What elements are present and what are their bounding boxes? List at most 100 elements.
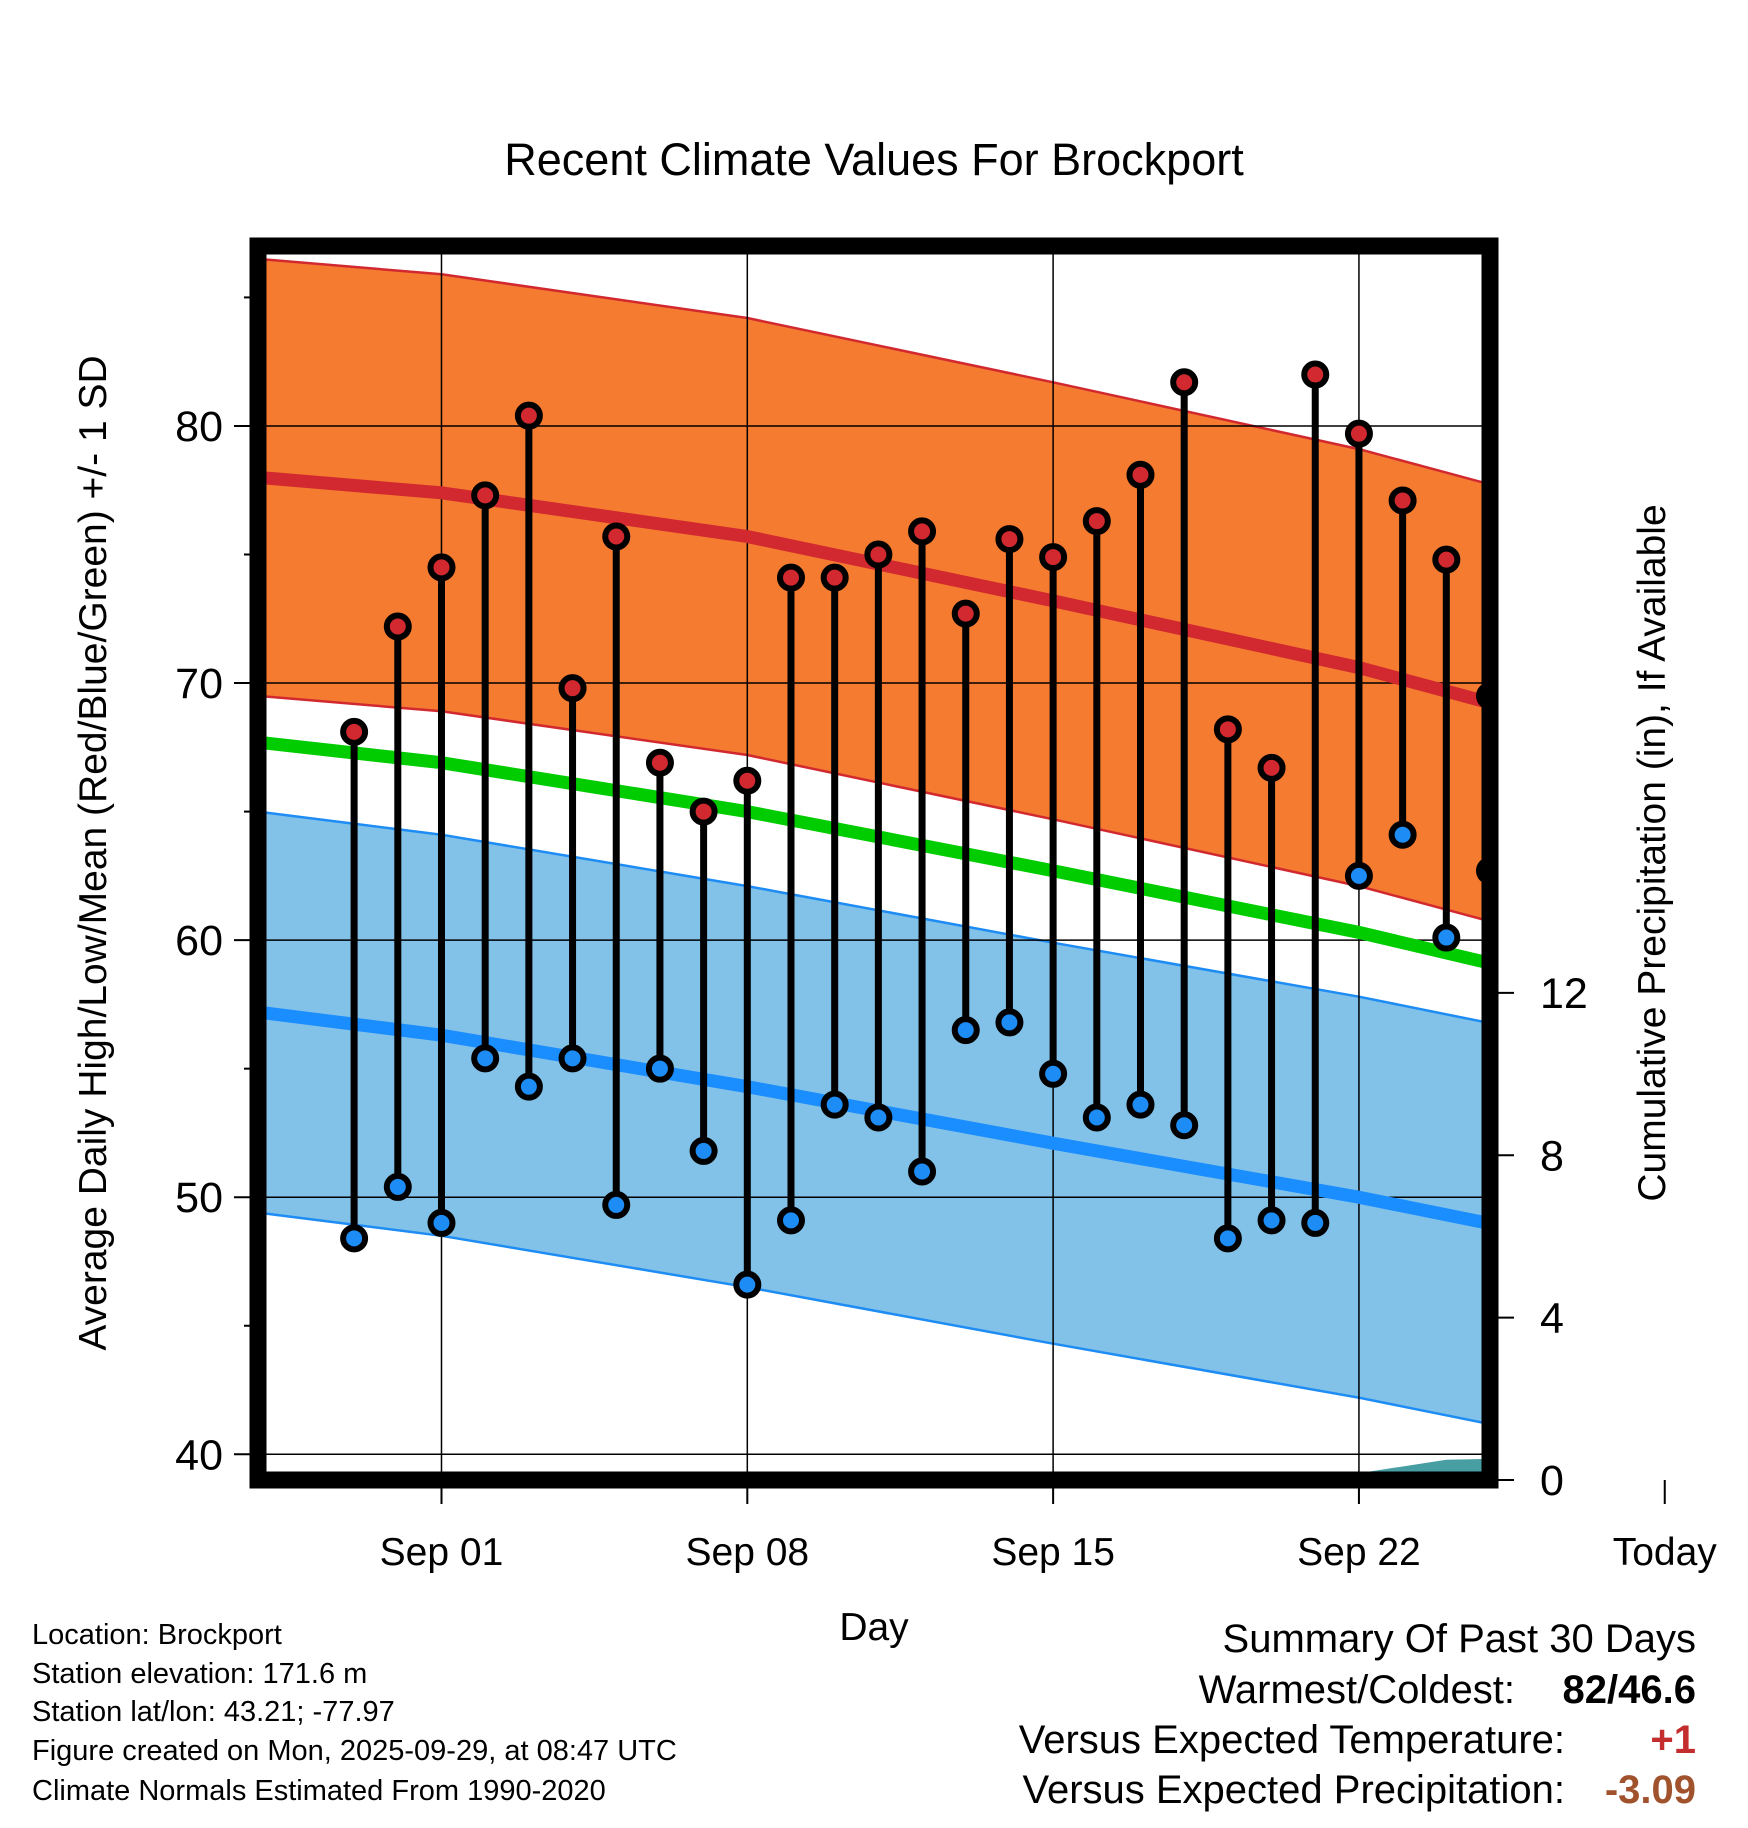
normals-period-text: Climate Normals Estimated From 1990-2020 bbox=[32, 1775, 606, 1807]
x-tick-label: Sep 15 bbox=[991, 1531, 1115, 1574]
axis-ticks: 40 50 60 70 80 0 4 8 12 Sep 01 Sep 08 Sep 15 Sep 22 T… bbox=[175, 296, 1718, 1574]
days-word-label: Days bbox=[1678, 1425, 1748, 1466]
daily-high-point bbox=[820, 563, 849, 592]
daily-low-point bbox=[1432, 923, 1461, 952]
daily-high-point bbox=[995, 525, 1024, 554]
low-lower-sd-edge bbox=[258, 1211, 1490, 1426]
daily-low-point bbox=[514, 1072, 543, 1101]
daily-high-point bbox=[908, 517, 937, 546]
high-sd-label: 1 SD: bbox=[1683, 604, 1748, 645]
summary-title: Summary Of Past 30 Days bbox=[1222, 1617, 1696, 1661]
daily-low-point bbox=[645, 1054, 674, 1083]
y2-tick-label: 4 bbox=[1540, 1295, 1564, 1343]
low-normal-line bbox=[258, 1005, 1490, 1231]
high-lower-sd-edge bbox=[258, 694, 1490, 923]
low-upper-sd-edge bbox=[258, 810, 1490, 1025]
daily-high-point bbox=[1082, 507, 1111, 536]
precipitation-anomaly-value: -3.09 bbox=[1604, 1768, 1696, 1812]
daily-low-point bbox=[602, 1190, 631, 1219]
daily-low-point bbox=[1344, 861, 1373, 890]
daily-high-point bbox=[558, 674, 587, 703]
y-tick-label: 80 bbox=[175, 403, 223, 451]
daily-high-point bbox=[514, 401, 543, 430]
precipitation-anomaly-label: Versus Expected Precipitation: bbox=[1022, 1768, 1565, 1812]
daily-low-point bbox=[427, 1208, 456, 1237]
daily-low-point bbox=[1301, 1208, 1330, 1237]
y2-tick-label: 8 bbox=[1540, 1132, 1564, 1180]
y-tick-label: 50 bbox=[175, 1174, 223, 1222]
x-axis-label: Day bbox=[839, 1606, 909, 1649]
daily-low-point bbox=[1126, 1090, 1155, 1119]
daily-low-point bbox=[471, 1044, 500, 1073]
x-tick-label: Today bbox=[1613, 1531, 1718, 1574]
daily-high-point bbox=[427, 553, 456, 582]
daily-low-point bbox=[776, 1206, 805, 1235]
temperature-anomaly-label: Versus Expected Temperature: bbox=[1018, 1718, 1565, 1762]
mean-normal-line bbox=[258, 735, 1490, 970]
daily-low-point bbox=[1170, 1111, 1199, 1140]
chart-title: Recent Climate Values For Brockport bbox=[504, 134, 1244, 185]
daily-high-point bbox=[340, 717, 369, 746]
y2-axis-label: Cumulative Precipitation (in), If Availa… bbox=[1631, 504, 1674, 1201]
daily-high-point bbox=[383, 612, 412, 641]
daily-high-point bbox=[471, 481, 500, 510]
x-tick-label: Sep 08 bbox=[686, 1531, 810, 1574]
daily-high-point bbox=[1257, 753, 1286, 782]
daily-high-point bbox=[645, 748, 674, 777]
daily-low-point bbox=[1257, 1206, 1286, 1235]
daily-high-point bbox=[689, 797, 718, 826]
daily-range-bars bbox=[340, 360, 1632, 1299]
daily-low-point bbox=[951, 1016, 980, 1045]
low-avg-value: 47.6°F bbox=[1683, 1306, 1748, 1347]
daily-low-point bbox=[558, 1044, 587, 1073]
high-upper-sd-edge bbox=[258, 257, 1490, 486]
daily-high-point bbox=[776, 563, 805, 592]
daily-low-point bbox=[864, 1103, 893, 1132]
daily-low-point bbox=[1523, 906, 1545, 928]
daily-low-point bbox=[340, 1224, 369, 1253]
daily-high-point bbox=[1388, 486, 1417, 515]
daily-high-point bbox=[733, 766, 762, 795]
high-avg-label: Avg: bbox=[1683, 757, 1748, 798]
daily-high-point bbox=[951, 599, 980, 628]
daily-high-point bbox=[1301, 360, 1330, 389]
latlon-text: Station lat/lon: 43.21; -77.97 bbox=[32, 1696, 395, 1728]
daily-high-point bbox=[1610, 505, 1632, 527]
plot-frame bbox=[249, 237, 1499, 1489]
daily-low-point bbox=[733, 1270, 762, 1299]
y-tick-label: 70 bbox=[175, 660, 223, 708]
daily-high-point bbox=[1039, 543, 1068, 572]
warmest-coldest-label: Warmest/Coldest: bbox=[1198, 1668, 1515, 1712]
warmest-coldest-value: 82/46.6 bbox=[1562, 1668, 1696, 1712]
x-tick-label: Sep 01 bbox=[380, 1531, 504, 1574]
daily-high-point bbox=[864, 540, 893, 569]
daily-low-point bbox=[689, 1136, 718, 1165]
y-axis-label: Average Daily High/Low/Mean (Red/Blue/Gr… bbox=[72, 355, 115, 1350]
daily-low-point bbox=[1213, 1224, 1242, 1253]
low-avg-label: Avg: bbox=[1683, 1263, 1748, 1304]
y-tick-label: 40 bbox=[175, 1431, 223, 1479]
daily-low-point bbox=[1082, 1103, 1111, 1132]
daily-low-point bbox=[995, 1008, 1024, 1037]
y2-tick-label: 12 bbox=[1540, 970, 1588, 1018]
daily-high-point bbox=[1432, 545, 1461, 574]
daily-high-point bbox=[602, 522, 631, 551]
daily-high-point bbox=[1213, 715, 1242, 744]
created-text: Figure created on Mon, 2025-09-29, at 08… bbox=[32, 1735, 677, 1767]
daily-high-point bbox=[1566, 472, 1588, 494]
daily-low-point bbox=[908, 1157, 937, 1186]
daily-high-point bbox=[1344, 419, 1373, 448]
y2-tick-label: 0 bbox=[1540, 1457, 1564, 1505]
high-sd-value: ±8.5°F bbox=[1683, 647, 1748, 688]
daily-low-point bbox=[1039, 1059, 1068, 1088]
low-sd-band bbox=[258, 811, 1490, 1425]
daily-high-point bbox=[1126, 460, 1155, 489]
daily-high-point bbox=[1523, 564, 1545, 586]
daily-high-point bbox=[1170, 368, 1199, 397]
daily-low-point bbox=[383, 1172, 412, 1201]
high-avg-value: 67.4°F bbox=[1683, 800, 1748, 841]
elevation-text: Station elevation: 171.6 m bbox=[32, 1658, 368, 1690]
daily-low-point bbox=[1610, 1053, 1632, 1075]
x-tick-label: Sep 22 bbox=[1297, 1531, 1421, 1574]
